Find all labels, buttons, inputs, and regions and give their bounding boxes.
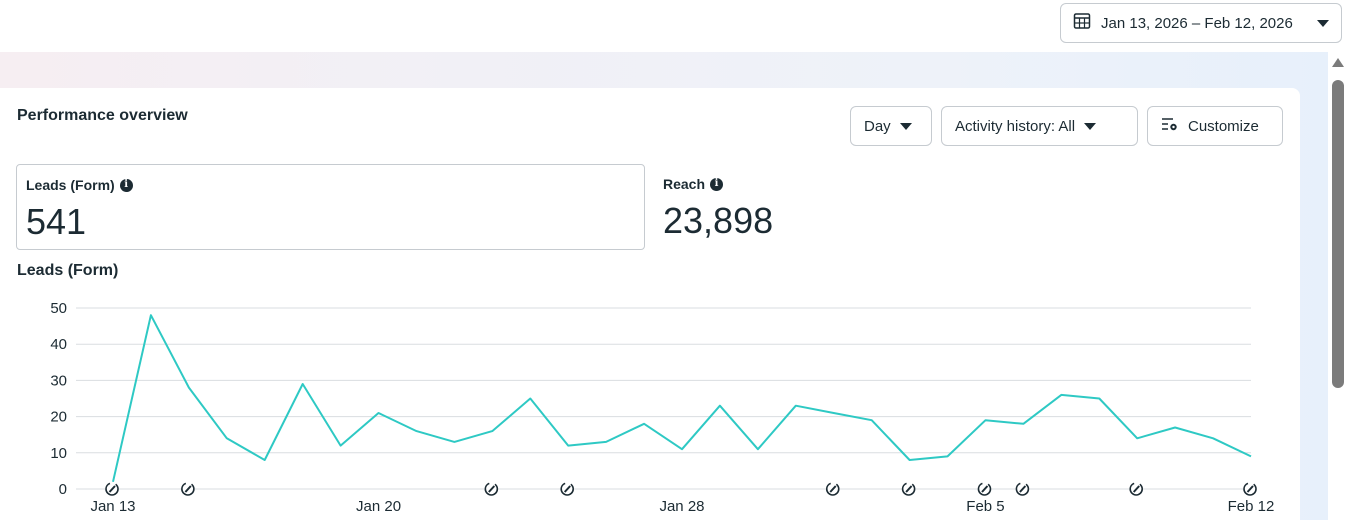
metric-label-row: Leads (Form) i: [26, 177, 133, 193]
edit-history-icon[interactable]: [1015, 482, 1030, 496]
activity-dropdown-label: Activity history: All: [955, 117, 1076, 135]
edit-history-icon[interactable]: [901, 482, 916, 496]
leads-metric-label: Leads (Form): [26, 177, 115, 193]
day-granularity-dropdown[interactable]: Day: [850, 106, 932, 146]
chart-title: Leads (Form): [17, 262, 119, 279]
info-icon[interactable]: i: [710, 177, 724, 191]
x-tick-label: Jan 28: [659, 498, 704, 515]
performance-overview-card: Performance overview Day Activity histor…: [0, 88, 1300, 520]
y-tick-label: 10: [50, 445, 67, 462]
edit-history-icon[interactable]: [181, 482, 195, 496]
y-tick-label: 50: [50, 300, 67, 317]
caret-down-icon: [1084, 122, 1097, 130]
customize-button[interactable]: Customize: [1147, 106, 1283, 146]
series-line: [112, 314, 1252, 483]
reach-metric-label: Reach: [663, 176, 706, 192]
edit-history-icon[interactable]: [484, 482, 499, 496]
y-tick-label: 20: [50, 409, 67, 426]
caret-down-icon: [899, 122, 912, 130]
leads-metric-card[interactable]: Leads (Form) i 541: [16, 164, 645, 250]
leads-metric-value: 541: [26, 201, 87, 242]
x-tick-label: Feb 12: [1228, 498, 1275, 515]
y-tick-label: 40: [50, 336, 67, 353]
info-icon[interactable]: i: [119, 178, 133, 192]
date-range-picker[interactable]: Jan 13, 2026 – Feb 12, 2026: [1060, 3, 1342, 43]
y-tick-label: 0: [59, 481, 67, 498]
caret-down-icon: [1317, 19, 1329, 27]
x-tick-label: Jan 13: [90, 498, 135, 515]
activity-history-dropdown[interactable]: Activity history: All: [941, 106, 1138, 146]
edit-history-icon[interactable]: [1129, 482, 1143, 496]
vertical-scrollbar[interactable]: [1328, 52, 1348, 520]
sliders-gear-icon: [1161, 116, 1179, 136]
scrollbar-thumb[interactable]: [1332, 80, 1344, 388]
y-tick-label: 30: [50, 372, 67, 389]
customize-label: Customize: [1188, 117, 1259, 135]
leads-line-chart: 0 10 20 30 40 50 Jan 13 Jan 20 Jan 28 Feb 5 Feb 12: [50, 300, 1275, 515]
day-dropdown-label: Day: [864, 117, 891, 135]
metric-label-row: Reach i: [663, 176, 724, 192]
edit-history-icon[interactable]: [1243, 482, 1257, 496]
top-bar: Jan 13, 2026 – Feb 12, 2026: [0, 0, 1348, 52]
edit-history-icon[interactable]: [560, 482, 575, 496]
scroll-up-arrow-icon[interactable]: [1332, 58, 1344, 67]
date-range-label: Jan 13, 2026 – Feb 12, 2026: [1101, 14, 1293, 32]
x-tick-label: Feb 5: [966, 498, 1004, 515]
calendar-icon: [1073, 12, 1091, 34]
x-tick-label: Jan 20: [356, 498, 401, 515]
edit-history-icon[interactable]: [825, 482, 840, 496]
edit-history-icon[interactable]: [105, 482, 119, 496]
reach-metric-value: 23,898: [663, 200, 774, 241]
edit-history-icon[interactable]: [977, 482, 992, 496]
card-title: Performance overview: [17, 107, 188, 124]
reach-metric-card[interactable]: Reach i 23,898: [648, 164, 1008, 250]
